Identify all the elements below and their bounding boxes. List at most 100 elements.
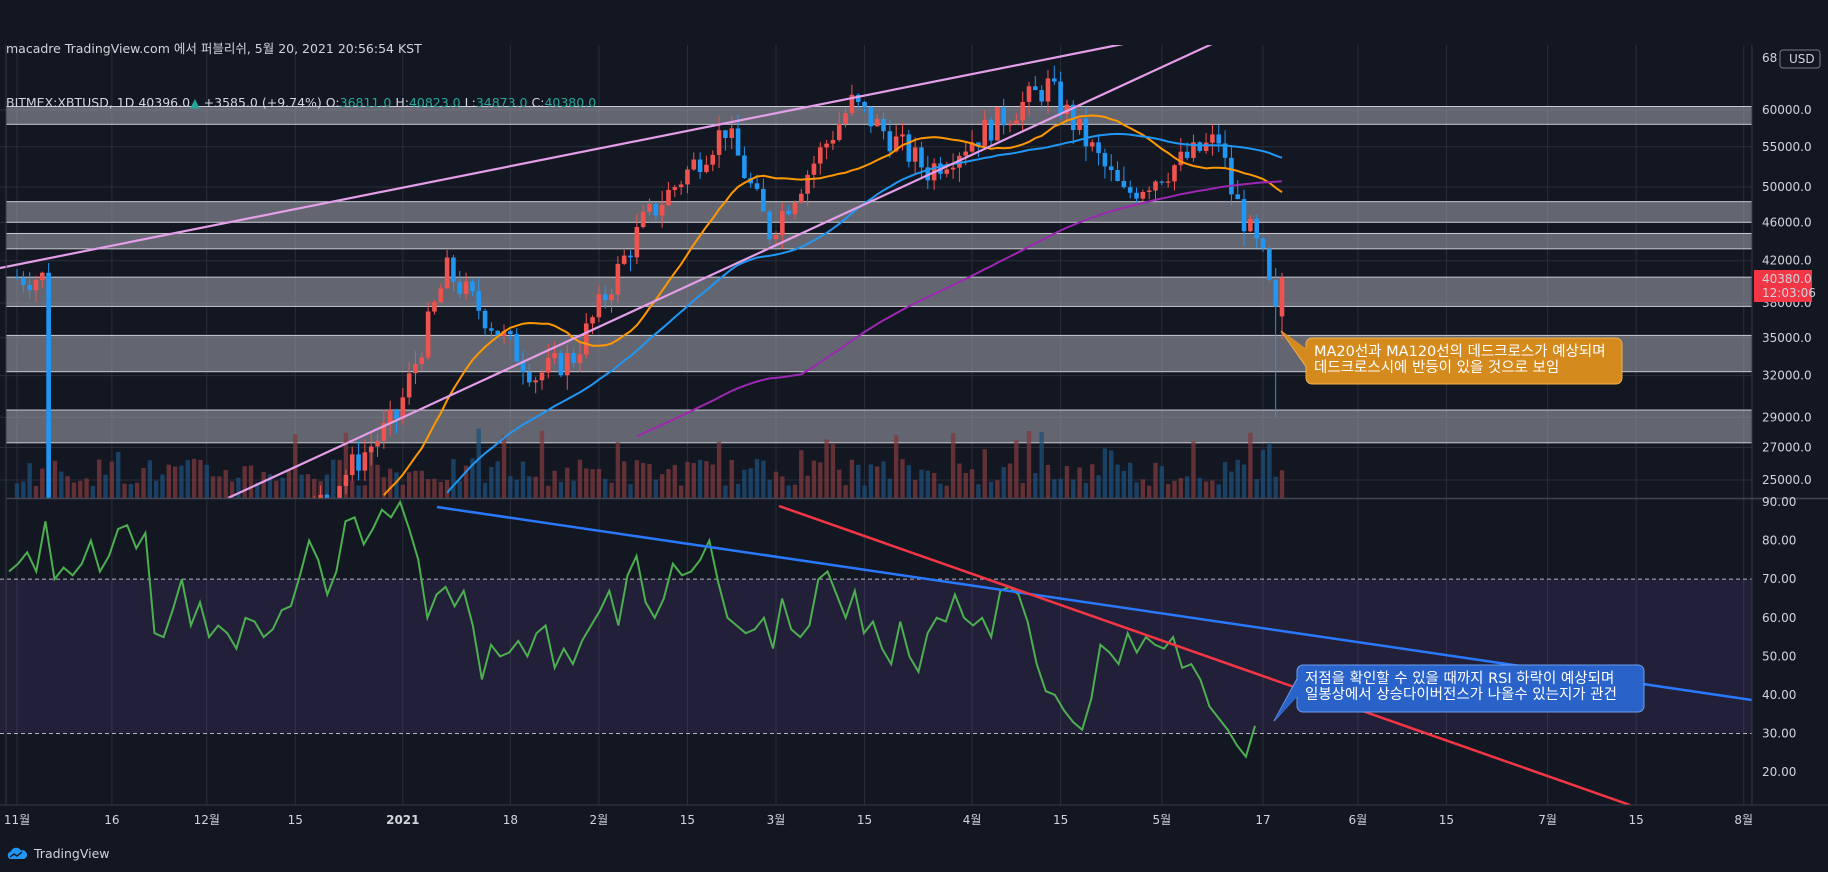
candle-body[interactable] bbox=[862, 101, 867, 107]
candle-body[interactable] bbox=[647, 203, 652, 212]
candle-body[interactable] bbox=[786, 210, 791, 215]
candle-body[interactable] bbox=[444, 257, 450, 289]
candle-body[interactable] bbox=[337, 486, 342, 500]
candle-body[interactable] bbox=[900, 134, 905, 137]
candlestick-series[interactable] bbox=[14, 65, 1285, 696]
candle-body[interactable] bbox=[457, 281, 463, 294]
candle-body[interactable] bbox=[672, 187, 678, 190]
candle-body[interactable] bbox=[400, 397, 406, 420]
candle-body[interactable] bbox=[754, 183, 760, 189]
candle-body[interactable] bbox=[995, 107, 1000, 141]
candle-body[interactable] bbox=[1083, 118, 1089, 147]
candle-body[interactable] bbox=[799, 193, 804, 203]
candle-body[interactable] bbox=[969, 142, 975, 152]
candle-body[interactable] bbox=[1153, 181, 1158, 191]
candle-body[interactable] bbox=[1115, 169, 1120, 181]
candle-body[interactable] bbox=[596, 294, 602, 318]
support-band[interactable] bbox=[5, 201, 1752, 223]
candle-body[interactable] bbox=[735, 128, 741, 156]
candle-body[interactable] bbox=[849, 94, 855, 114]
candle-body[interactable] bbox=[470, 281, 475, 292]
candle-body[interactable] bbox=[919, 147, 924, 168]
candle-body[interactable] bbox=[615, 263, 621, 295]
candle-body[interactable] bbox=[33, 280, 39, 291]
candle-body[interactable] bbox=[1273, 279, 1278, 307]
candle-body[interactable] bbox=[1254, 218, 1259, 239]
candle-body[interactable] bbox=[1134, 192, 1139, 199]
candle-body[interactable] bbox=[881, 118, 886, 132]
candle-body[interactable] bbox=[1197, 142, 1203, 151]
candle-body[interactable] bbox=[375, 440, 380, 447]
candle-body[interactable] bbox=[1172, 165, 1177, 182]
candle-body[interactable] bbox=[805, 174, 810, 194]
candle-body[interactable] bbox=[1191, 142, 1196, 158]
candle-body[interactable] bbox=[349, 454, 355, 476]
candle-body[interactable] bbox=[1007, 124, 1013, 126]
candle-body[interactable] bbox=[830, 139, 836, 144]
candle-body[interactable] bbox=[1165, 181, 1171, 183]
candle-body[interactable] bbox=[1235, 194, 1241, 200]
candle-body[interactable] bbox=[1045, 78, 1051, 102]
channel-line[interactable] bbox=[227, 44, 1213, 498]
candle-body[interactable] bbox=[14, 277, 20, 279]
candle-body[interactable] bbox=[1279, 277, 1285, 317]
candle-body[interactable] bbox=[855, 94, 861, 102]
candle-body[interactable] bbox=[659, 205, 665, 216]
candle-body[interactable] bbox=[564, 352, 570, 376]
candle-body[interactable] bbox=[640, 211, 646, 228]
candle-body[interactable] bbox=[792, 202, 798, 215]
candle-body[interactable] bbox=[546, 357, 551, 373]
candle-body[interactable] bbox=[602, 294, 608, 301]
candle-body[interactable] bbox=[520, 361, 526, 372]
candle-body[interactable] bbox=[489, 328, 494, 331]
candle-body[interactable] bbox=[906, 134, 912, 162]
price-axis[interactable]: 60000.055000.050000.046000.042000.038000… bbox=[1754, 49, 1821, 779]
candle-body[interactable] bbox=[843, 113, 848, 124]
candle-body[interactable] bbox=[893, 136, 899, 152]
candle-body[interactable] bbox=[1248, 218, 1253, 232]
candle-body[interactable] bbox=[1178, 151, 1184, 166]
candle-body[interactable] bbox=[1260, 238, 1266, 249]
candle-body[interactable] bbox=[508, 331, 513, 335]
candle-body[interactable] bbox=[628, 255, 633, 258]
candle-body[interactable] bbox=[1020, 101, 1025, 121]
candle-body[interactable] bbox=[912, 147, 918, 162]
candle-body[interactable] bbox=[394, 410, 399, 420]
candle-body[interactable] bbox=[761, 188, 766, 212]
candle-body[interactable] bbox=[817, 147, 823, 164]
candle-body[interactable] bbox=[874, 118, 880, 127]
support-band[interactable] bbox=[5, 276, 1752, 307]
candle-body[interactable] bbox=[21, 277, 26, 286]
candle-body[interactable] bbox=[1140, 191, 1146, 199]
candle-body[interactable] bbox=[1267, 248, 1272, 280]
candle-body[interactable] bbox=[552, 352, 557, 358]
candle-body[interactable] bbox=[501, 331, 507, 336]
candle-body[interactable] bbox=[1026, 86, 1032, 102]
candle-body[interactable] bbox=[621, 255, 627, 264]
candle-body[interactable] bbox=[590, 317, 595, 324]
candle-body[interactable] bbox=[742, 155, 747, 179]
candle-body[interactable] bbox=[1229, 157, 1234, 195]
candle-body[interactable] bbox=[514, 334, 519, 362]
candle-body[interactable] bbox=[451, 257, 456, 282]
candle-body[interactable] bbox=[368, 446, 374, 453]
candle-body[interactable] bbox=[539, 372, 545, 381]
candle-body[interactable] bbox=[1108, 166, 1114, 170]
candle-body[interactable] bbox=[723, 130, 728, 138]
candle-body[interactable] bbox=[1241, 199, 1247, 232]
candle-body[interactable] bbox=[697, 159, 703, 173]
candle-body[interactable] bbox=[571, 352, 576, 363]
candle-body[interactable] bbox=[387, 410, 393, 423]
candle-body[interactable] bbox=[583, 323, 589, 355]
support-band[interactable] bbox=[5, 232, 1752, 250]
candle-body[interactable] bbox=[27, 285, 32, 291]
rsi-trendline-red[interactable] bbox=[778, 504, 1631, 805]
candle-body[interactable] bbox=[533, 380, 538, 383]
candle-body[interactable] bbox=[609, 294, 614, 301]
candle-body[interactable] bbox=[1210, 134, 1215, 143]
candle-body[interactable] bbox=[1077, 118, 1082, 131]
candle-body[interactable] bbox=[46, 272, 51, 687]
candle-body[interactable] bbox=[691, 159, 697, 170]
trend-channel-lines[interactable] bbox=[0, 44, 1213, 498]
